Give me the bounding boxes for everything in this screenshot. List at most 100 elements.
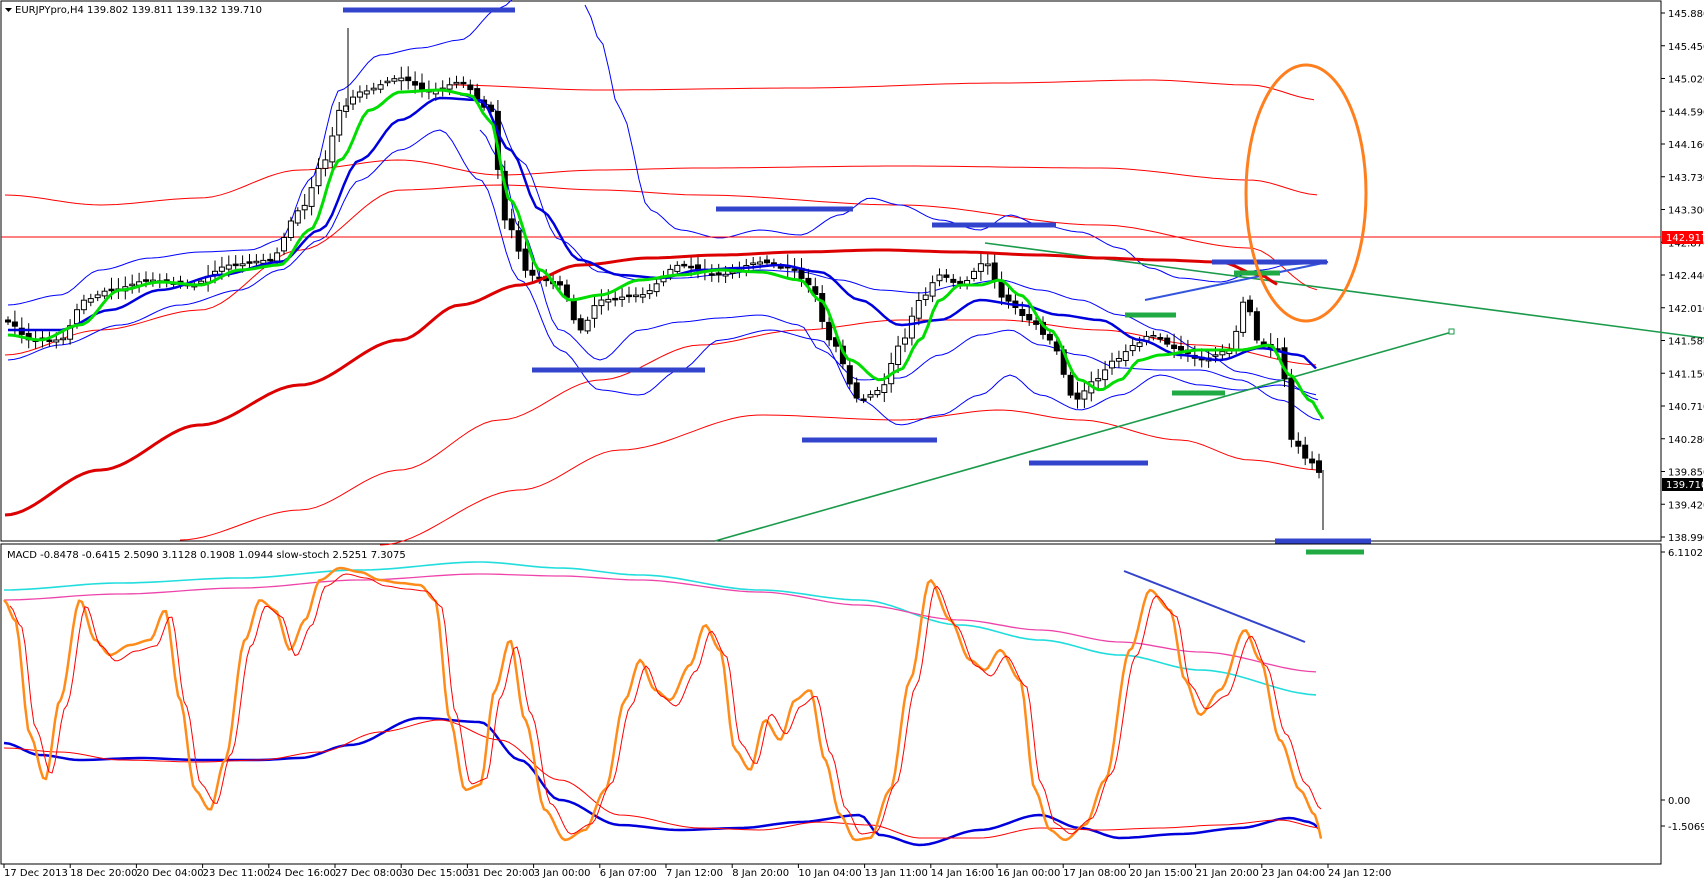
candle (708, 264, 715, 282)
candle (281, 232, 287, 255)
candle-body (570, 298, 577, 321)
candle (1240, 296, 1247, 337)
candle-body (391, 78, 398, 82)
candle (67, 319, 74, 345)
candle-body (557, 281, 563, 286)
candle (584, 316, 591, 334)
candle (984, 253, 991, 275)
candle-body (1219, 351, 1226, 356)
candle-body (246, 261, 253, 264)
candle-body (688, 265, 695, 269)
indicator-panel-frame[interactable] (0, 543, 1662, 865)
slow-stoch-lines (3, 566, 1323, 842)
candle-body (902, 337, 908, 345)
candle-body (563, 284, 570, 298)
bollinger-lower (7, 129, 1317, 426)
candle-body (239, 263, 246, 267)
candle-body (998, 280, 1005, 298)
candle-body (991, 262, 998, 281)
envelope-upper-outer (4, 159, 1318, 206)
price-tick-label: 140.280 (1668, 435, 1704, 446)
candle-body (881, 384, 888, 394)
candle-body (108, 288, 115, 292)
time-tick-label: 17 Jan 08:00 (1063, 868, 1126, 879)
candle-body (1046, 333, 1053, 341)
candle-body (87, 298, 94, 303)
candle-body (791, 268, 798, 271)
candle-body (1150, 335, 1157, 338)
envelope-upper (4, 184, 1318, 356)
trendline-support (714, 331, 1453, 542)
candle (653, 277, 660, 297)
main-chart-frame[interactable] (0, 0, 1662, 542)
price-tick-label: 145.450 (1668, 42, 1704, 53)
candle (336, 102, 343, 142)
candle (1302, 436, 1309, 466)
annotations[interactable] (343, 7, 1371, 555)
candle (1157, 333, 1164, 343)
candle (363, 84, 370, 99)
candle-body (301, 204, 308, 211)
candle (908, 307, 915, 346)
candle-body (853, 382, 860, 399)
price-tick-label: 143.730 (1668, 173, 1704, 184)
candle-body (129, 283, 136, 287)
candle-body (777, 266, 784, 269)
candle-body (1233, 330, 1240, 350)
candle (715, 263, 722, 283)
candle (322, 150, 329, 177)
price-tick-label: 144.160 (1668, 140, 1704, 151)
candle (646, 284, 653, 300)
symbol-header-text: EURJPYpro,H4 139.802 139.811 139.132 139… (15, 5, 262, 16)
candle-body (619, 296, 626, 300)
candle (1316, 453, 1322, 479)
candle-body (598, 299, 605, 307)
indicator-annotations[interactable] (1123, 570, 1306, 643)
candle-body (764, 259, 770, 264)
candle (902, 328, 908, 353)
candle (315, 158, 322, 195)
candle (508, 208, 515, 239)
candle (129, 274, 136, 294)
slow-stoch-signal (9, 573, 1322, 835)
candle (591, 294, 598, 328)
price-tick-label: 142.010 (1668, 304, 1704, 315)
candle (246, 254, 253, 270)
candle (391, 75, 398, 85)
candle-body (950, 278, 957, 283)
price-tick-label: 143.300 (1668, 206, 1704, 217)
candle-body (419, 82, 425, 90)
macd-cyan-line (3, 561, 1317, 696)
candle-body (1253, 311, 1260, 341)
candle-body (674, 264, 681, 272)
candle-body (1033, 320, 1040, 325)
symbol-header: EURJPYpro,H4 139.802 139.811 139.132 139… (5, 5, 262, 16)
candle-body (1157, 337, 1164, 340)
envelope-lower (179, 319, 1317, 541)
candle (1219, 344, 1226, 361)
candle (1095, 369, 1102, 389)
candle-body (467, 84, 474, 91)
candle-body (922, 294, 929, 301)
indicator-tick-label: 0.00 (1668, 796, 1690, 807)
time-tick-label: 27 Dec 08:00 (335, 868, 402, 879)
price-tick-label: 142.440 (1668, 271, 1704, 282)
slow-stoch-main (3, 566, 1323, 842)
candle-body (1081, 390, 1088, 400)
candle-body (350, 96, 356, 105)
price-tick-label: 141.580 (1668, 337, 1704, 348)
candle-body (398, 77, 405, 82)
candle (922, 287, 929, 306)
candle (915, 292, 922, 326)
candle-body (1053, 341, 1060, 352)
price-tick-label: 145.020 (1668, 75, 1704, 86)
price-tick-label: 145.880 (1668, 9, 1704, 20)
candle (11, 310, 18, 336)
candle-body (577, 318, 584, 331)
candle-body (453, 81, 460, 85)
candle-body (515, 230, 522, 252)
candle-body (1026, 314, 1033, 321)
time-tick-label: 24 Jan 12:00 (1328, 868, 1391, 879)
dropdown-triangle-icon (5, 8, 12, 12)
